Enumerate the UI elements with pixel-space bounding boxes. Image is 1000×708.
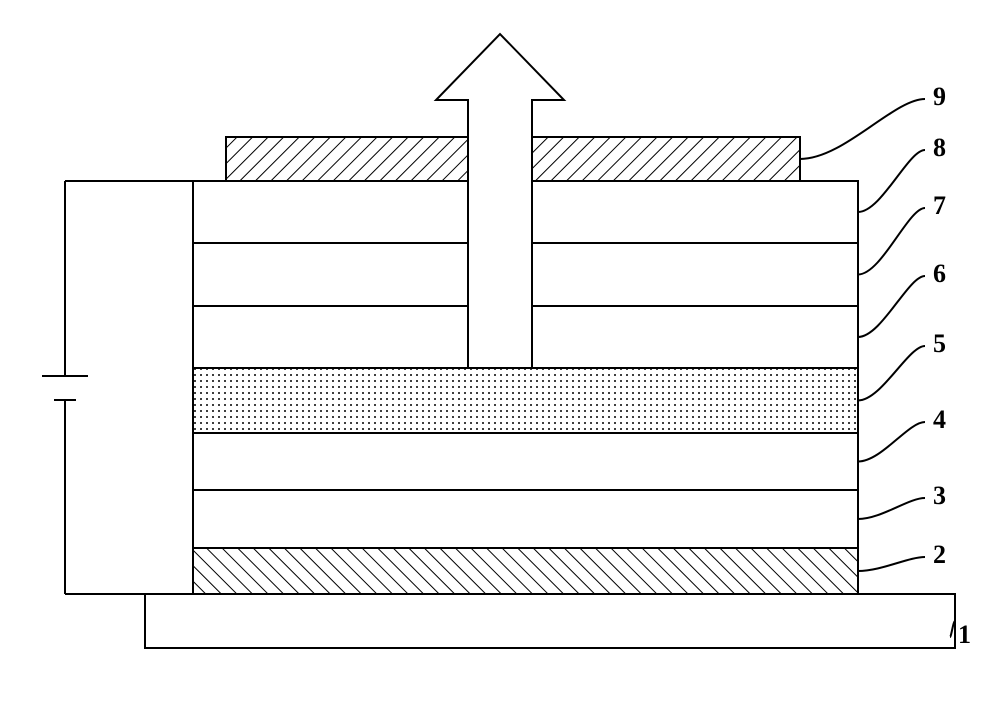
leader-8 [858, 150, 925, 212]
label-2: 2 [933, 540, 946, 569]
layer-1 [145, 594, 955, 648]
layer-2 [193, 548, 858, 594]
label-9: 9 [933, 82, 946, 111]
label-3: 3 [933, 481, 946, 510]
layer-4 [193, 433, 858, 490]
layer-5 [193, 368, 858, 433]
label-5: 5 [933, 329, 946, 358]
label-1: 1 [958, 620, 971, 649]
label-8: 8 [933, 133, 946, 162]
power-source [42, 181, 193, 594]
leader-6 [858, 276, 925, 337]
label-6: 6 [933, 259, 946, 288]
leader-7 [858, 208, 925, 275]
label-7: 7 [933, 191, 946, 220]
leader-3 [858, 498, 925, 519]
leader-4 [858, 422, 925, 462]
layer-3 [193, 490, 858, 548]
label-4: 4 [933, 405, 946, 434]
leader-9 [800, 99, 925, 159]
layer-stack [145, 137, 955, 648]
leader-5 [858, 346, 925, 401]
leader-2 [858, 557, 925, 571]
